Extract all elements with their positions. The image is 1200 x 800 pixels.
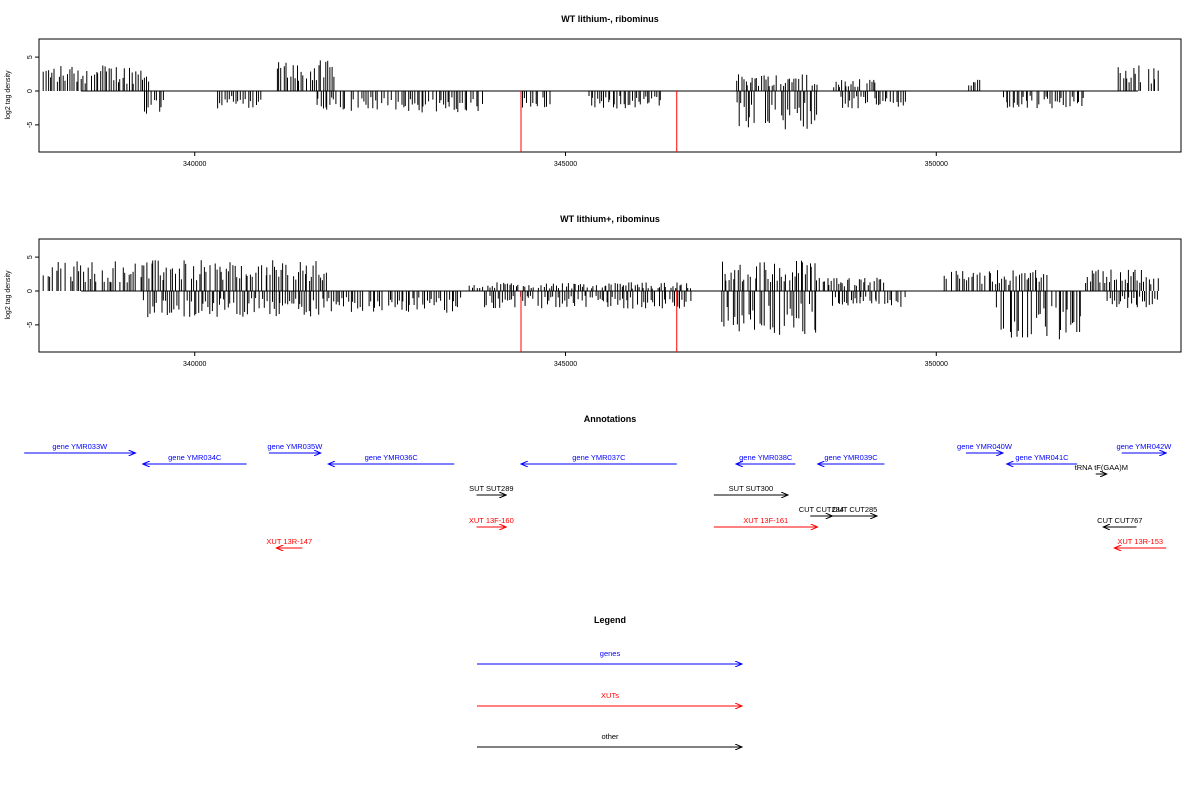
panel1-frame: [38, 38, 1182, 153]
panel2-title: WT lithium+, ribominus: [560, 214, 660, 224]
annotation-label: gene YMR038C: [739, 453, 793, 462]
annotation-feature: gene YMR041C: [1007, 453, 1078, 464]
panel2-frame: [38, 238, 1182, 353]
panel-lithium-plus: WT lithium+, ribominus log2 tag density …: [5, 214, 1182, 368]
panel2-bars: [42, 260, 1159, 340]
panel1-ytick-label: -5: [27, 122, 34, 128]
annotation-feature: CUT CUT767: [1097, 516, 1142, 527]
legend-panel: Legend genes XUTs other: [477, 615, 742, 747]
panel2-ytick-label: 5: [27, 255, 34, 259]
panel1-title: WT lithium-, ribominus: [561, 14, 659, 24]
panel2-ytick-label: 0: [27, 289, 34, 293]
panel1-y-axis: 5 0 -5: [27, 55, 39, 128]
panel1-red-marks: [520, 91, 678, 152]
panel-lithium-minus: WT lithium-, ribominus log2 tag density …: [5, 14, 1182, 168]
annotation-feature: SUT SUT300: [713, 484, 788, 495]
panel1-ytick-label: 0: [27, 89, 34, 93]
panel2-ytick-label: -5: [27, 322, 34, 328]
panel1-xtick-label: 340000: [183, 161, 206, 168]
annotation-feature: gene YMR035W: [267, 442, 323, 453]
panel2-xtick-label: 345000: [554, 361, 577, 368]
panel2-ylabel: log2 tag density: [5, 270, 12, 320]
annotations-title: Annotations: [584, 414, 637, 424]
annotation-feature: CUT CUT285: [832, 505, 877, 516]
annotation-label: gene YMR039C: [824, 453, 878, 462]
legend-label: other: [601, 732, 619, 741]
annotation-label: XUT 13F-160: [469, 516, 514, 525]
legend-entries: genes XUTs other: [477, 649, 742, 747]
panel1-ytick-label: 5: [27, 55, 34, 59]
annotation-feature: gene YMR034C: [143, 453, 247, 464]
annotation-label: XUT 13R-147: [266, 537, 312, 546]
annotation-feature: XUT 13R-153: [1114, 537, 1167, 548]
panel1-bars: [42, 60, 1159, 130]
annotation-label: gene YMR034C: [168, 453, 222, 462]
annotation-label: gene YMR035W: [267, 442, 323, 451]
annotation-label: SUT SUT289: [469, 484, 513, 493]
annotation-feature: CUT CUT284: [799, 505, 844, 516]
legend-label: genes: [600, 649, 621, 658]
annotation-label: XUT 13F-161: [743, 516, 788, 525]
annotation-label: gene YMR033W: [52, 442, 108, 451]
annotation-label: gene YMR037C: [572, 453, 626, 462]
legend-entry: genes: [477, 649, 742, 664]
legend-entry: XUTs: [477, 691, 742, 706]
legend-entry: other: [477, 732, 742, 747]
legend-title: Legend: [594, 615, 626, 625]
panel1-ylabel: log2 tag density: [5, 70, 12, 120]
annotation-feature: tRNA tF(GAA)M: [1075, 463, 1128, 474]
panel1-x-axis: 340000 345000 350000: [183, 152, 948, 168]
legend-label: XUTs: [601, 691, 619, 700]
annotation-feature: XUT 13F-161: [713, 516, 818, 527]
annotation-label: gene YMR042W: [1116, 442, 1172, 451]
annotation-features: gene YMR033W gene YMR034C gene YMR035W gene…: [24, 442, 1172, 548]
panel1-xtick-label: 345000: [554, 161, 577, 168]
annotation-feature: XUT 13R-147: [266, 537, 312, 548]
annotation-feature: gene YMR042W: [1116, 442, 1172, 453]
annotation-label: gene YMR040W: [957, 442, 1013, 451]
annotation-feature: XUT 13F-160: [469, 516, 514, 527]
panel1-xtick-label: 350000: [925, 161, 948, 168]
panel2-xtick-label: 350000: [925, 361, 948, 368]
annotation-feature: gene YMR038C: [736, 453, 796, 464]
panel2-red-marks: [520, 291, 678, 352]
panel2-x-axis: 340000 345000 350000: [183, 352, 948, 368]
annotation-label: gene YMR036C: [365, 453, 419, 462]
annotation-label: CUT CUT285: [832, 505, 877, 514]
annotation-feature: SUT SUT289: [469, 484, 514, 495]
annotation-label: tRNA tF(GAA)M: [1075, 463, 1128, 472]
annotation-feature: gene YMR033W: [24, 442, 135, 453]
annotation-feature: gene YMR036C: [328, 453, 455, 464]
annotation-label: gene YMR041C: [1015, 453, 1069, 462]
panel2-xtick-label: 340000: [183, 361, 206, 368]
annotation-label: CUT CUT284: [799, 505, 844, 514]
annotation-feature: gene YMR037C: [521, 453, 677, 464]
annotation-feature: gene YMR040W: [957, 442, 1013, 453]
annotation-feature: gene YMR039C: [818, 453, 885, 464]
annotation-label: XUT 13R-153: [1117, 537, 1163, 546]
annotation-label: CUT CUT767: [1097, 516, 1142, 525]
panel2-y-axis: 5 0 -5: [27, 255, 39, 328]
annotation-label: SUT SUT300: [729, 484, 773, 493]
